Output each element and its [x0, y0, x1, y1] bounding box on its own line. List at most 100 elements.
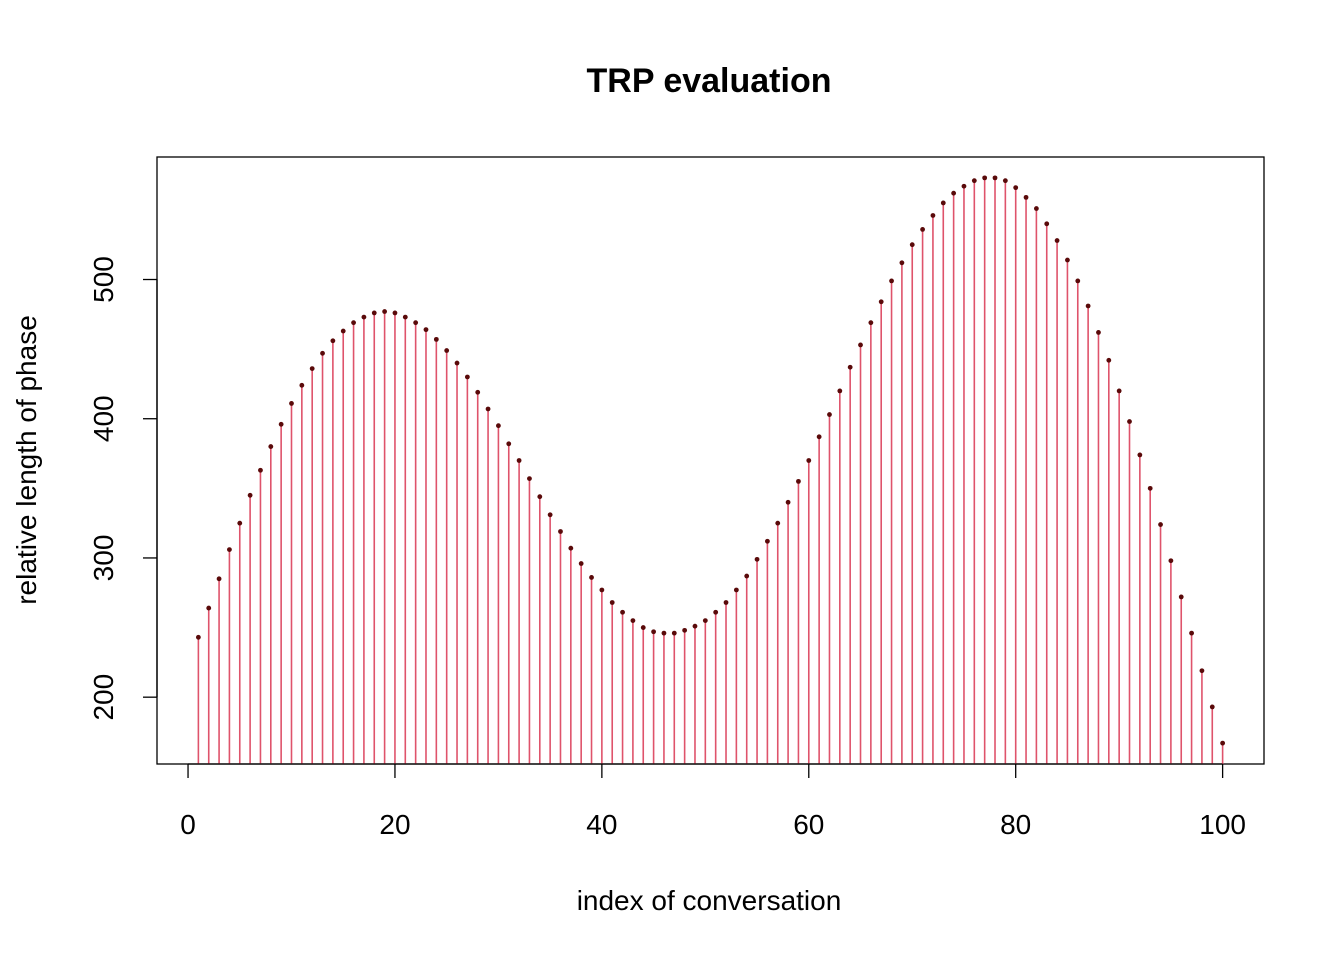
data-point — [299, 382, 305, 388]
data-point — [733, 587, 739, 593]
data-point — [1002, 178, 1008, 184]
data-point — [330, 338, 336, 344]
data-point — [671, 630, 677, 636]
data-point — [785, 499, 791, 505]
x-tick-label: 0 — [180, 809, 196, 840]
data-point — [847, 364, 853, 370]
data-point — [744, 573, 750, 579]
data-point — [971, 178, 977, 184]
data-point — [1158, 522, 1163, 527]
data-point — [682, 627, 688, 633]
data-point — [1023, 194, 1029, 200]
data-point — [1168, 558, 1174, 564]
x-tick-label: 60 — [793, 809, 824, 840]
data-point — [920, 226, 925, 232]
data-point — [1106, 357, 1112, 363]
data-points — [195, 175, 1226, 746]
data-point — [940, 200, 946, 206]
data-point — [837, 388, 843, 394]
y-tick-label: 400 — [88, 395, 119, 442]
data-point — [496, 423, 501, 429]
data-point — [754, 556, 760, 562]
x-axis-label: index of conversation — [577, 885, 842, 916]
data-point — [1220, 740, 1226, 746]
data-point — [485, 406, 491, 412]
x-axis: 0 20 40 60 80 100 — [180, 763, 1246, 840]
data-point — [1085, 303, 1091, 309]
data-point — [1147, 485, 1153, 491]
data-point — [1065, 257, 1070, 263]
data-point — [320, 350, 325, 356]
data-point — [289, 401, 294, 406]
data-point — [1096, 330, 1101, 335]
data-point — [765, 538, 770, 544]
data-point — [775, 520, 781, 526]
data-point — [351, 320, 356, 326]
data-point — [1127, 419, 1132, 424]
data-point — [475, 389, 481, 395]
data-point — [268, 444, 274, 449]
data-point — [816, 434, 822, 440]
data-point — [1209, 704, 1215, 710]
data-point — [371, 310, 377, 316]
data-point — [247, 492, 253, 498]
data-point — [578, 561, 584, 566]
data-point — [692, 623, 698, 629]
y-tick-label: 500 — [88, 256, 119, 303]
y-axis: 200 300 400 500 — [88, 256, 158, 721]
data-point — [889, 278, 894, 284]
data-point — [1137, 452, 1143, 458]
stem-lines — [197, 177, 1224, 764]
data-point — [609, 600, 615, 605]
x-tick-label: 40 — [586, 809, 617, 840]
x-tick-label: 20 — [379, 809, 410, 840]
y-tick-label: 300 — [88, 535, 119, 582]
data-point — [620, 609, 625, 615]
data-point — [258, 467, 263, 473]
data-point — [982, 175, 988, 181]
data-point — [1033, 206, 1039, 211]
y-tick-label: 200 — [88, 674, 119, 721]
data-point — [558, 529, 563, 534]
data-point — [568, 545, 574, 551]
data-point — [537, 494, 543, 500]
data-point — [640, 625, 646, 630]
data-point — [413, 320, 419, 326]
data-point — [464, 374, 470, 380]
data-point — [361, 314, 367, 320]
data-point — [589, 575, 594, 580]
data-point — [516, 458, 522, 463]
data-point — [382, 309, 388, 314]
data-point — [206, 605, 212, 611]
data-point — [309, 366, 315, 372]
data-point — [527, 476, 532, 481]
data-point — [392, 310, 398, 316]
data-point — [340, 328, 346, 334]
data-point — [1189, 630, 1194, 636]
data-point — [195, 634, 201, 640]
data-point — [444, 348, 450, 353]
data-point — [1199, 668, 1205, 674]
data-point — [278, 421, 284, 427]
data-point — [702, 618, 708, 624]
data-point — [599, 587, 605, 593]
data-point — [961, 183, 967, 189]
x-tick-label: 80 — [1000, 809, 1031, 840]
data-point — [878, 299, 884, 305]
data-point — [1054, 238, 1060, 243]
data-point — [827, 412, 832, 417]
data-point — [402, 314, 408, 320]
data-point — [868, 320, 874, 326]
data-point — [899, 260, 905, 266]
data-point — [1013, 185, 1019, 191]
data-point — [547, 512, 553, 518]
data-point — [858, 342, 863, 348]
data-point — [930, 213, 936, 218]
data-point — [723, 600, 729, 605]
data-point — [1178, 594, 1184, 600]
data-point — [992, 175, 998, 181]
data-point — [630, 618, 636, 624]
data-point — [806, 458, 812, 463]
chart-title: TRP evaluation — [587, 62, 832, 100]
